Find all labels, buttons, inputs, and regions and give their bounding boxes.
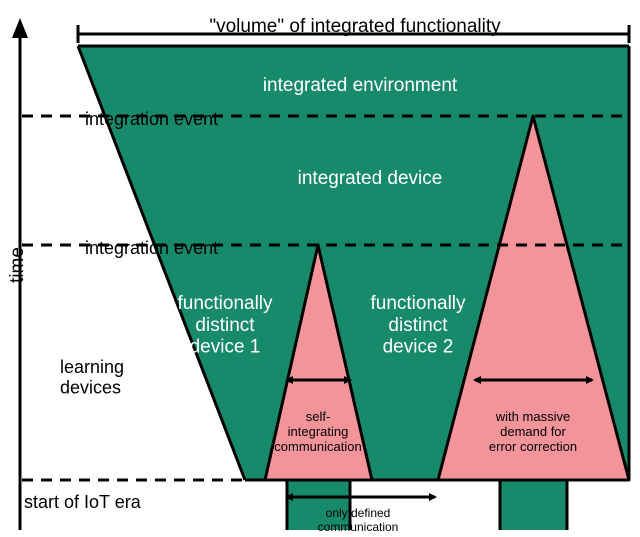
volume-title: "volume" of integrated functionality [209,16,501,37]
label-start-iot: start of IoT era [24,492,142,512]
label-integration-event-2: integration event [85,238,218,258]
axis-time-label: time [7,247,28,283]
label-integrated-environment: integrated environment [263,75,458,96]
label-only-defined: only definedcommunication [318,506,399,534]
diagram-svg: "volume" of integrated functionality time… [0,0,640,537]
label-learning-devices: learningdevices [60,357,124,398]
label-with-massive: with massivedemand forerror correction [489,409,577,454]
label-integrated-device: integrated device [298,168,443,189]
diagram-stage: "volume" of integrated functionality time… [0,0,640,537]
label-integration-event-1: integration event [85,109,218,129]
